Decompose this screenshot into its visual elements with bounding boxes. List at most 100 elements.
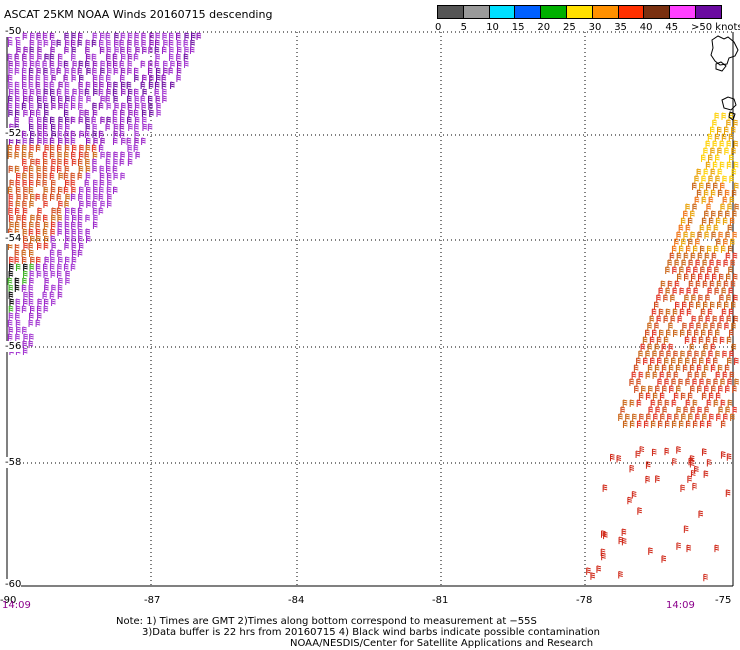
wind-barb xyxy=(723,238,728,246)
wind-barb xyxy=(684,294,689,302)
wind-barb xyxy=(689,364,695,372)
wind-barb xyxy=(36,214,42,222)
wind-barb xyxy=(15,186,21,194)
wind-barb xyxy=(99,46,105,54)
wind-barb xyxy=(57,214,63,222)
wind-barb xyxy=(49,291,55,299)
wind-barb xyxy=(120,46,125,54)
wind-barb xyxy=(730,413,735,421)
wind-barb xyxy=(729,196,735,204)
wind-barb xyxy=(636,399,642,407)
colorbar-label: 20 xyxy=(537,22,551,33)
wind-barb xyxy=(673,329,678,337)
wind-barb xyxy=(51,179,56,187)
wind-barb xyxy=(92,221,98,229)
wind-barb xyxy=(643,420,649,428)
wind-barb xyxy=(44,235,49,243)
wind-barb xyxy=(51,242,57,250)
wind-barb xyxy=(676,273,682,281)
wind-barb xyxy=(708,196,714,204)
wind-barb xyxy=(694,350,699,358)
wind-barb xyxy=(657,420,663,428)
wind-barb xyxy=(29,46,35,54)
wind-barb xyxy=(714,133,720,141)
wind-barb xyxy=(658,287,664,295)
lat-label-50: -50 xyxy=(5,26,22,37)
wind-barb xyxy=(724,322,729,330)
wind-barb xyxy=(35,158,41,166)
wind-barb xyxy=(709,413,714,421)
wind-barb xyxy=(7,242,13,250)
wind-barb xyxy=(682,301,687,309)
wind-barb xyxy=(14,67,20,75)
wind-barb xyxy=(716,413,721,421)
wind-barb xyxy=(652,392,658,400)
wind-barb xyxy=(134,130,140,138)
wind-barb xyxy=(600,548,606,556)
wind-barb xyxy=(50,235,56,243)
wind-barb xyxy=(734,182,739,190)
wind-barb xyxy=(35,81,41,89)
wind-barb xyxy=(707,308,713,316)
wind-barb xyxy=(56,207,62,215)
wind-barb xyxy=(7,74,13,82)
wind-barb xyxy=(726,140,732,148)
wind-barb xyxy=(731,301,736,309)
wind-barb xyxy=(728,287,734,295)
wind-barb xyxy=(58,116,63,124)
wind-barb xyxy=(701,350,706,358)
wind-barb xyxy=(720,420,726,428)
wind-barb xyxy=(64,137,70,145)
wind-barb xyxy=(713,378,719,386)
wind-barb xyxy=(717,301,722,309)
wind-barb xyxy=(664,399,670,407)
wind-barb xyxy=(643,357,648,365)
wind-barb xyxy=(57,53,63,61)
wind-barb xyxy=(113,130,119,138)
lon-label-84: -84 xyxy=(288,595,305,606)
wind-barb xyxy=(105,32,111,40)
wind-barb xyxy=(126,46,132,54)
wind-barb xyxy=(63,102,69,110)
wind-barb xyxy=(636,378,642,386)
wind-barb xyxy=(51,74,57,82)
wind-barb xyxy=(693,266,698,274)
wind-barb xyxy=(78,60,84,68)
wind-barb xyxy=(28,340,34,348)
wind-barb xyxy=(141,109,147,117)
wind-barb xyxy=(169,46,174,54)
wind-barb xyxy=(645,371,651,379)
wind-barb xyxy=(683,252,689,260)
wind-barb xyxy=(58,256,63,264)
wind-barb xyxy=(29,102,34,110)
wind-barb xyxy=(168,39,174,47)
wind-barb xyxy=(50,186,56,194)
wind-barb xyxy=(22,158,27,166)
wind-barb xyxy=(678,420,684,428)
wind-barb xyxy=(15,102,20,110)
wind-barb xyxy=(16,172,21,180)
wind-barb xyxy=(14,53,20,61)
wind-barb xyxy=(189,46,195,54)
wind-barb xyxy=(733,315,739,323)
wind-barb xyxy=(100,116,105,124)
wind-barb xyxy=(590,572,596,580)
wind-barb xyxy=(44,144,50,152)
wind-barb xyxy=(58,277,63,285)
wind-barb xyxy=(650,399,656,407)
wind-barb xyxy=(727,378,733,386)
colorbar-swatch xyxy=(488,5,516,19)
wind-barb xyxy=(654,343,660,351)
wind-barb xyxy=(701,154,706,162)
wind-barb xyxy=(134,123,139,131)
wind-barb xyxy=(711,231,717,239)
wind-barb xyxy=(176,39,182,47)
wind-barb xyxy=(161,74,167,82)
wind-barb xyxy=(731,189,737,197)
wind-barb xyxy=(44,277,50,285)
wind-barb xyxy=(30,235,35,243)
wind-barb xyxy=(106,60,112,68)
wind-barb xyxy=(50,228,56,236)
wind-barb xyxy=(70,137,76,145)
wind-barb xyxy=(120,53,126,61)
